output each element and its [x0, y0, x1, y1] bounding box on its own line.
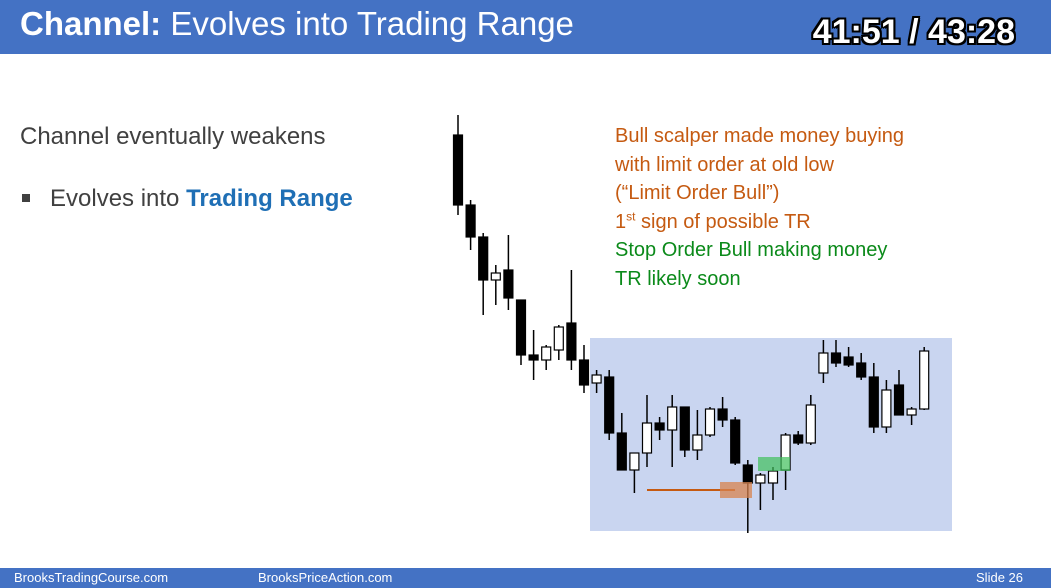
orange-marker	[720, 482, 752, 498]
bear-candle	[515, 299, 527, 356]
bear-candle	[793, 434, 804, 444]
bear-candle	[452, 134, 464, 206]
square-bullet-icon	[22, 193, 30, 202]
bull-candle	[755, 474, 766, 484]
slide-title-bold: Channel:	[20, 5, 162, 42]
note-line-6: TR likely soon	[615, 267, 741, 290]
bear-candle	[616, 432, 627, 471]
bear-candle	[843, 356, 854, 366]
title-bar: Channel: Evolves into Trading Range 41:5…	[0, 0, 1051, 54]
bull-candle	[881, 389, 892, 428]
bull-candle	[629, 452, 640, 471]
bear-candle	[730, 419, 741, 464]
bear-candle	[856, 362, 867, 378]
bull-candle	[667, 406, 678, 431]
bull-candle	[553, 326, 564, 351]
bullet-item: Evolves into Trading Range	[20, 184, 353, 214]
bear-candle	[654, 422, 665, 431]
bear-candle	[465, 204, 476, 238]
bear-candle	[503, 269, 514, 299]
bull-candle	[704, 408, 716, 436]
bull-candle	[805, 404, 816, 444]
bull-candle	[591, 374, 602, 384]
bear-candle	[578, 359, 590, 386]
bull-candle	[818, 352, 829, 374]
green-marker	[758, 457, 790, 471]
bear-candle	[830, 352, 842, 364]
candlestick-bars	[452, 115, 930, 533]
note-line-4-sup: st	[626, 208, 636, 223]
bear-candle	[478, 236, 489, 281]
slide-heading: Channel eventually weakens	[20, 123, 326, 150]
bear-candle	[679, 406, 690, 451]
note-line-4-num: 1	[615, 210, 627, 233]
bull-candle	[541, 346, 552, 361]
footer-bar: BrooksTradingCourse.com BrooksPriceActio…	[0, 568, 1051, 588]
note-line-1: Bull scalper made money buying	[615, 125, 905, 147]
bear-candle	[604, 376, 615, 434]
footer-left-link[interactable]: BrooksTradingCourse.com	[14, 570, 169, 585]
bull-candle	[641, 422, 653, 454]
note-line-2: with limit order at old low	[615, 153, 834, 176]
note-line-4-rest: sign of possible TR	[635, 210, 811, 233]
bullet-prefix: Evolves into	[50, 185, 187, 212]
bull-candle	[906, 408, 917, 416]
slide-title-rest: Evolves into Trading Range	[161, 5, 574, 42]
note-line-3: (“Limit Order Bull”)	[615, 182, 780, 204]
footer-center-link[interactable]: BrooksPriceAction.com	[258, 570, 393, 585]
slide-body-left: Channel eventually weakens Evolves into …	[20, 122, 353, 214]
note-line-4: 1st sign of possible TR	[615, 208, 904, 237]
slide-number: Slide 26	[976, 570, 1023, 585]
bull-candle	[692, 434, 703, 451]
note-line-5: Stop Order Bull making money	[615, 239, 888, 261]
bear-candle	[868, 376, 879, 428]
bull-candle	[490, 272, 501, 281]
bear-candle	[528, 354, 539, 361]
bear-candle	[717, 408, 728, 421]
bull-candle	[919, 350, 930, 410]
video-timer: 41:51 / 43:28	[812, 13, 1015, 51]
notes-block: Bull scalper made money buying with limi…	[615, 122, 904, 293]
bull-candle	[767, 470, 779, 484]
bear-candle	[893, 384, 905, 416]
bullet-accent: Trading Range	[186, 185, 353, 212]
bear-candle	[742, 464, 753, 484]
slide-title: Channel: Evolves into Trading Range	[20, 4, 574, 44]
bear-candle	[566, 322, 577, 361]
